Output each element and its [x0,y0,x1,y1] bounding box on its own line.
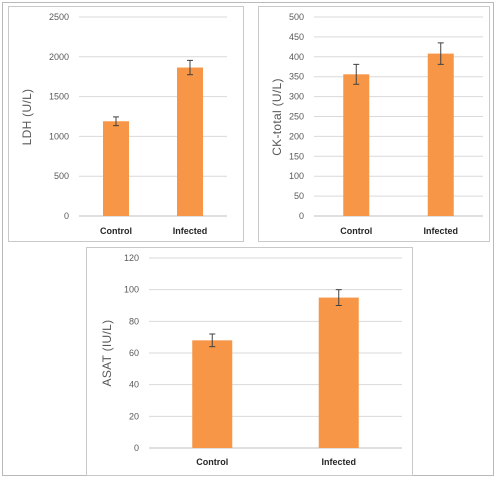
ldh-chart-svg: 0 500 1000 1500 2000 2500 LDH (U/L) Control Infe… [20,12,227,236]
asat-category-label: Control [196,457,228,467]
ldh-bar-infected [177,67,203,216]
ck-total-bar-control [343,74,370,216]
ck-total-y-tick-label: 150 [289,151,304,161]
asat-bar-control [192,340,233,448]
ck-total-category-label: Control [340,226,372,236]
asat-y-tick-label: 40 [129,380,139,390]
ck-total-y-tick-label: 250 [289,112,304,122]
ck-total-category-label: Infected [423,226,458,236]
ldh-y-axis-label: LDH (U/L) [20,89,34,146]
ck-total-bar-infected [427,53,454,217]
ck-total-y-tick-label: 450 [289,32,304,42]
ck-total-error-bar-control [353,63,360,85]
ck-total-chart-svg: 0 50 100 150 200 250 300 350 400 450 500 CK-total (… [270,12,483,236]
ldh-error-bar-infected [187,59,193,76]
ldh-y-tick-label: 1000 [49,131,69,141]
asat-y-tick-label: 100 [124,285,139,295]
asat-y-tick-label: 20 [129,411,139,421]
ldh-error-bar-control [113,116,119,127]
asat-y-tick-label: 60 [129,348,139,358]
ck-total-y-tick-label: 50 [294,191,304,201]
asat-y-tick-label: 80 [129,316,139,326]
ldh-y-tick-label: 2500 [49,12,69,22]
ck-total-y-tick-label: 300 [289,92,304,102]
asat-y-axis-label: ASAT (IU/L) [100,320,114,387]
asat-chart: 0 20 40 60 80 100 120 ASAT (IU/L) Control Infecte… [86,247,413,476]
asat-error-bar-infected [335,289,342,306]
ck-total-y-tick-label: 200 [289,131,304,141]
ck-total-y-tick-label: 400 [289,52,304,62]
ck-total-y-tick-label: 100 [289,171,304,181]
asat-y-tick-label: 0 [134,443,139,453]
ck-total-y-tick-label: 350 [289,72,304,82]
ldh-chart: 0 500 1000 1500 2000 2500 LDH (U/L) Control Infe… [8,6,244,242]
ck-total-y-tick-label: 0 [299,211,304,221]
ldh-category-label: Control [100,226,132,236]
ldh-y-tick-label: 0 [64,211,69,221]
ck-total-chart: 0 50 100 150 200 250 300 350 400 450 500 CK-total (… [258,6,490,242]
asat-category-label: Infected [321,457,356,467]
ck-total-y-tick-label: 500 [289,12,304,22]
ldh-bar-control [103,121,129,216]
ck-total-error-bar-infected [437,42,444,65]
asat-chart-svg: 0 20 40 60 80 100 120 ASAT (IU/L) Control Infecte… [100,253,402,467]
ldh-category-label: Infected [173,226,208,236]
asat-y-tick-label: 120 [124,253,139,263]
asat-error-bar-control [209,333,216,348]
ldh-y-tick-label: 1500 [49,92,69,102]
ck-total-y-axis-label: CK-total (U/L) [270,78,284,156]
ldh-y-tick-label: 2000 [49,52,69,62]
ldh-y-tick-label: 500 [54,171,69,181]
asat-bar-infected [318,297,359,448]
